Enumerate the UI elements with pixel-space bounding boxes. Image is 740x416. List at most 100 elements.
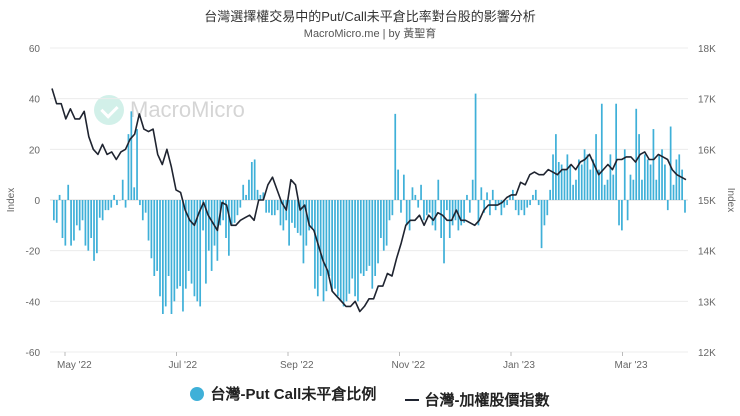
bar	[87, 200, 90, 251]
bar	[491, 189, 494, 200]
bar	[90, 200, 93, 238]
bar	[113, 194, 115, 200]
y-right-tick-label: 15K	[698, 196, 716, 207]
bar	[397, 169, 399, 200]
y-right-tick-label: 16K	[698, 145, 716, 156]
chart-title: 台灣選擇權交易中的Put/Call未平倉比率對台股的影響分析	[204, 9, 536, 24]
bar	[600, 103, 603, 200]
bar	[314, 200, 316, 289]
bar	[173, 200, 176, 302]
y-left-axis-label: Index	[6, 188, 17, 212]
bar	[672, 184, 675, 200]
bar	[147, 200, 150, 241]
bar	[202, 200, 204, 231]
bar	[560, 164, 563, 200]
bar	[629, 174, 632, 200]
bar	[233, 200, 236, 223]
bar	[322, 200, 325, 302]
bar	[425, 200, 428, 216]
bar	[248, 179, 250, 200]
bar	[555, 134, 557, 200]
bar	[96, 200, 98, 254]
bar	[328, 200, 331, 276]
y-left-tick-label: 60	[29, 44, 41, 55]
bar	[437, 179, 440, 200]
y-right-axis-label: Index	[725, 188, 736, 212]
bar	[675, 159, 678, 200]
bar	[652, 129, 655, 200]
bar	[196, 200, 199, 302]
legend-item-put-call[interactable]: 台灣-Put Call未平倉比例	[190, 383, 376, 404]
bar	[431, 200, 434, 226]
bar	[638, 134, 640, 200]
bar	[489, 200, 491, 216]
x-axis: May '22 Jul '22 Sep '22 Nov '22 Jan '23 Mar '…	[57, 352, 648, 371]
y-left-tick-label: -40	[26, 297, 41, 308]
y-right-tick-label: 14K	[698, 247, 716, 258]
y-left-tick-label: 0	[34, 196, 40, 207]
y-left-tick-label: -60	[26, 348, 41, 359]
bar	[81, 200, 84, 221]
bar	[319, 200, 322, 276]
bar	[296, 200, 299, 233]
bar	[331, 200, 333, 292]
bar	[236, 200, 239, 216]
bar	[130, 111, 133, 200]
bar	[646, 159, 649, 200]
bar	[345, 200, 348, 302]
legend-item-taiex[interactable]: 台灣-加權股價指數	[404, 389, 550, 410]
bar	[460, 200, 463, 226]
bar	[592, 159, 595, 200]
bar	[101, 200, 104, 221]
bar	[144, 200, 147, 213]
bar	[334, 200, 336, 289]
bar	[509, 194, 511, 200]
bar	[586, 154, 589, 200]
bar	[428, 200, 431, 213]
bar	[121, 179, 124, 200]
bar	[308, 200, 311, 231]
bar	[443, 200, 445, 264]
bar	[532, 194, 534, 200]
bar	[357, 200, 359, 302]
bar	[118, 200, 121, 201]
bar	[612, 174, 615, 200]
bar	[414, 194, 417, 200]
bar	[265, 200, 268, 213]
bar	[182, 200, 184, 312]
bar	[534, 189, 537, 200]
bar	[268, 200, 270, 213]
line-series	[51, 88, 687, 313]
bar	[583, 149, 586, 200]
bar	[621, 200, 623, 231]
bar	[162, 200, 164, 314]
bar	[205, 200, 207, 284]
bar	[572, 184, 574, 200]
bar	[517, 200, 520, 216]
bar	[388, 200, 391, 221]
bar	[302, 200, 305, 264]
bar	[288, 200, 290, 246]
y-axis-left: 60 40 20 0 -20 -40 -60 Index	[6, 44, 40, 359]
bar	[110, 200, 113, 208]
bar	[67, 184, 70, 200]
bar	[580, 164, 583, 200]
bar	[606, 179, 609, 200]
bar	[423, 200, 425, 221]
bar	[503, 200, 506, 208]
watermark: MacroMicro	[94, 95, 245, 125]
bar	[98, 200, 101, 218]
bar	[61, 200, 64, 238]
bar	[523, 200, 526, 216]
bar	[377, 200, 379, 264]
bar	[116, 200, 118, 206]
bar	[643, 154, 646, 200]
bar	[666, 200, 669, 211]
bar	[609, 154, 612, 200]
bar	[365, 200, 368, 271]
bar	[199, 200, 202, 307]
bar	[549, 189, 552, 200]
bar	[78, 200, 81, 231]
bar	[207, 200, 210, 251]
bar	[400, 200, 402, 213]
